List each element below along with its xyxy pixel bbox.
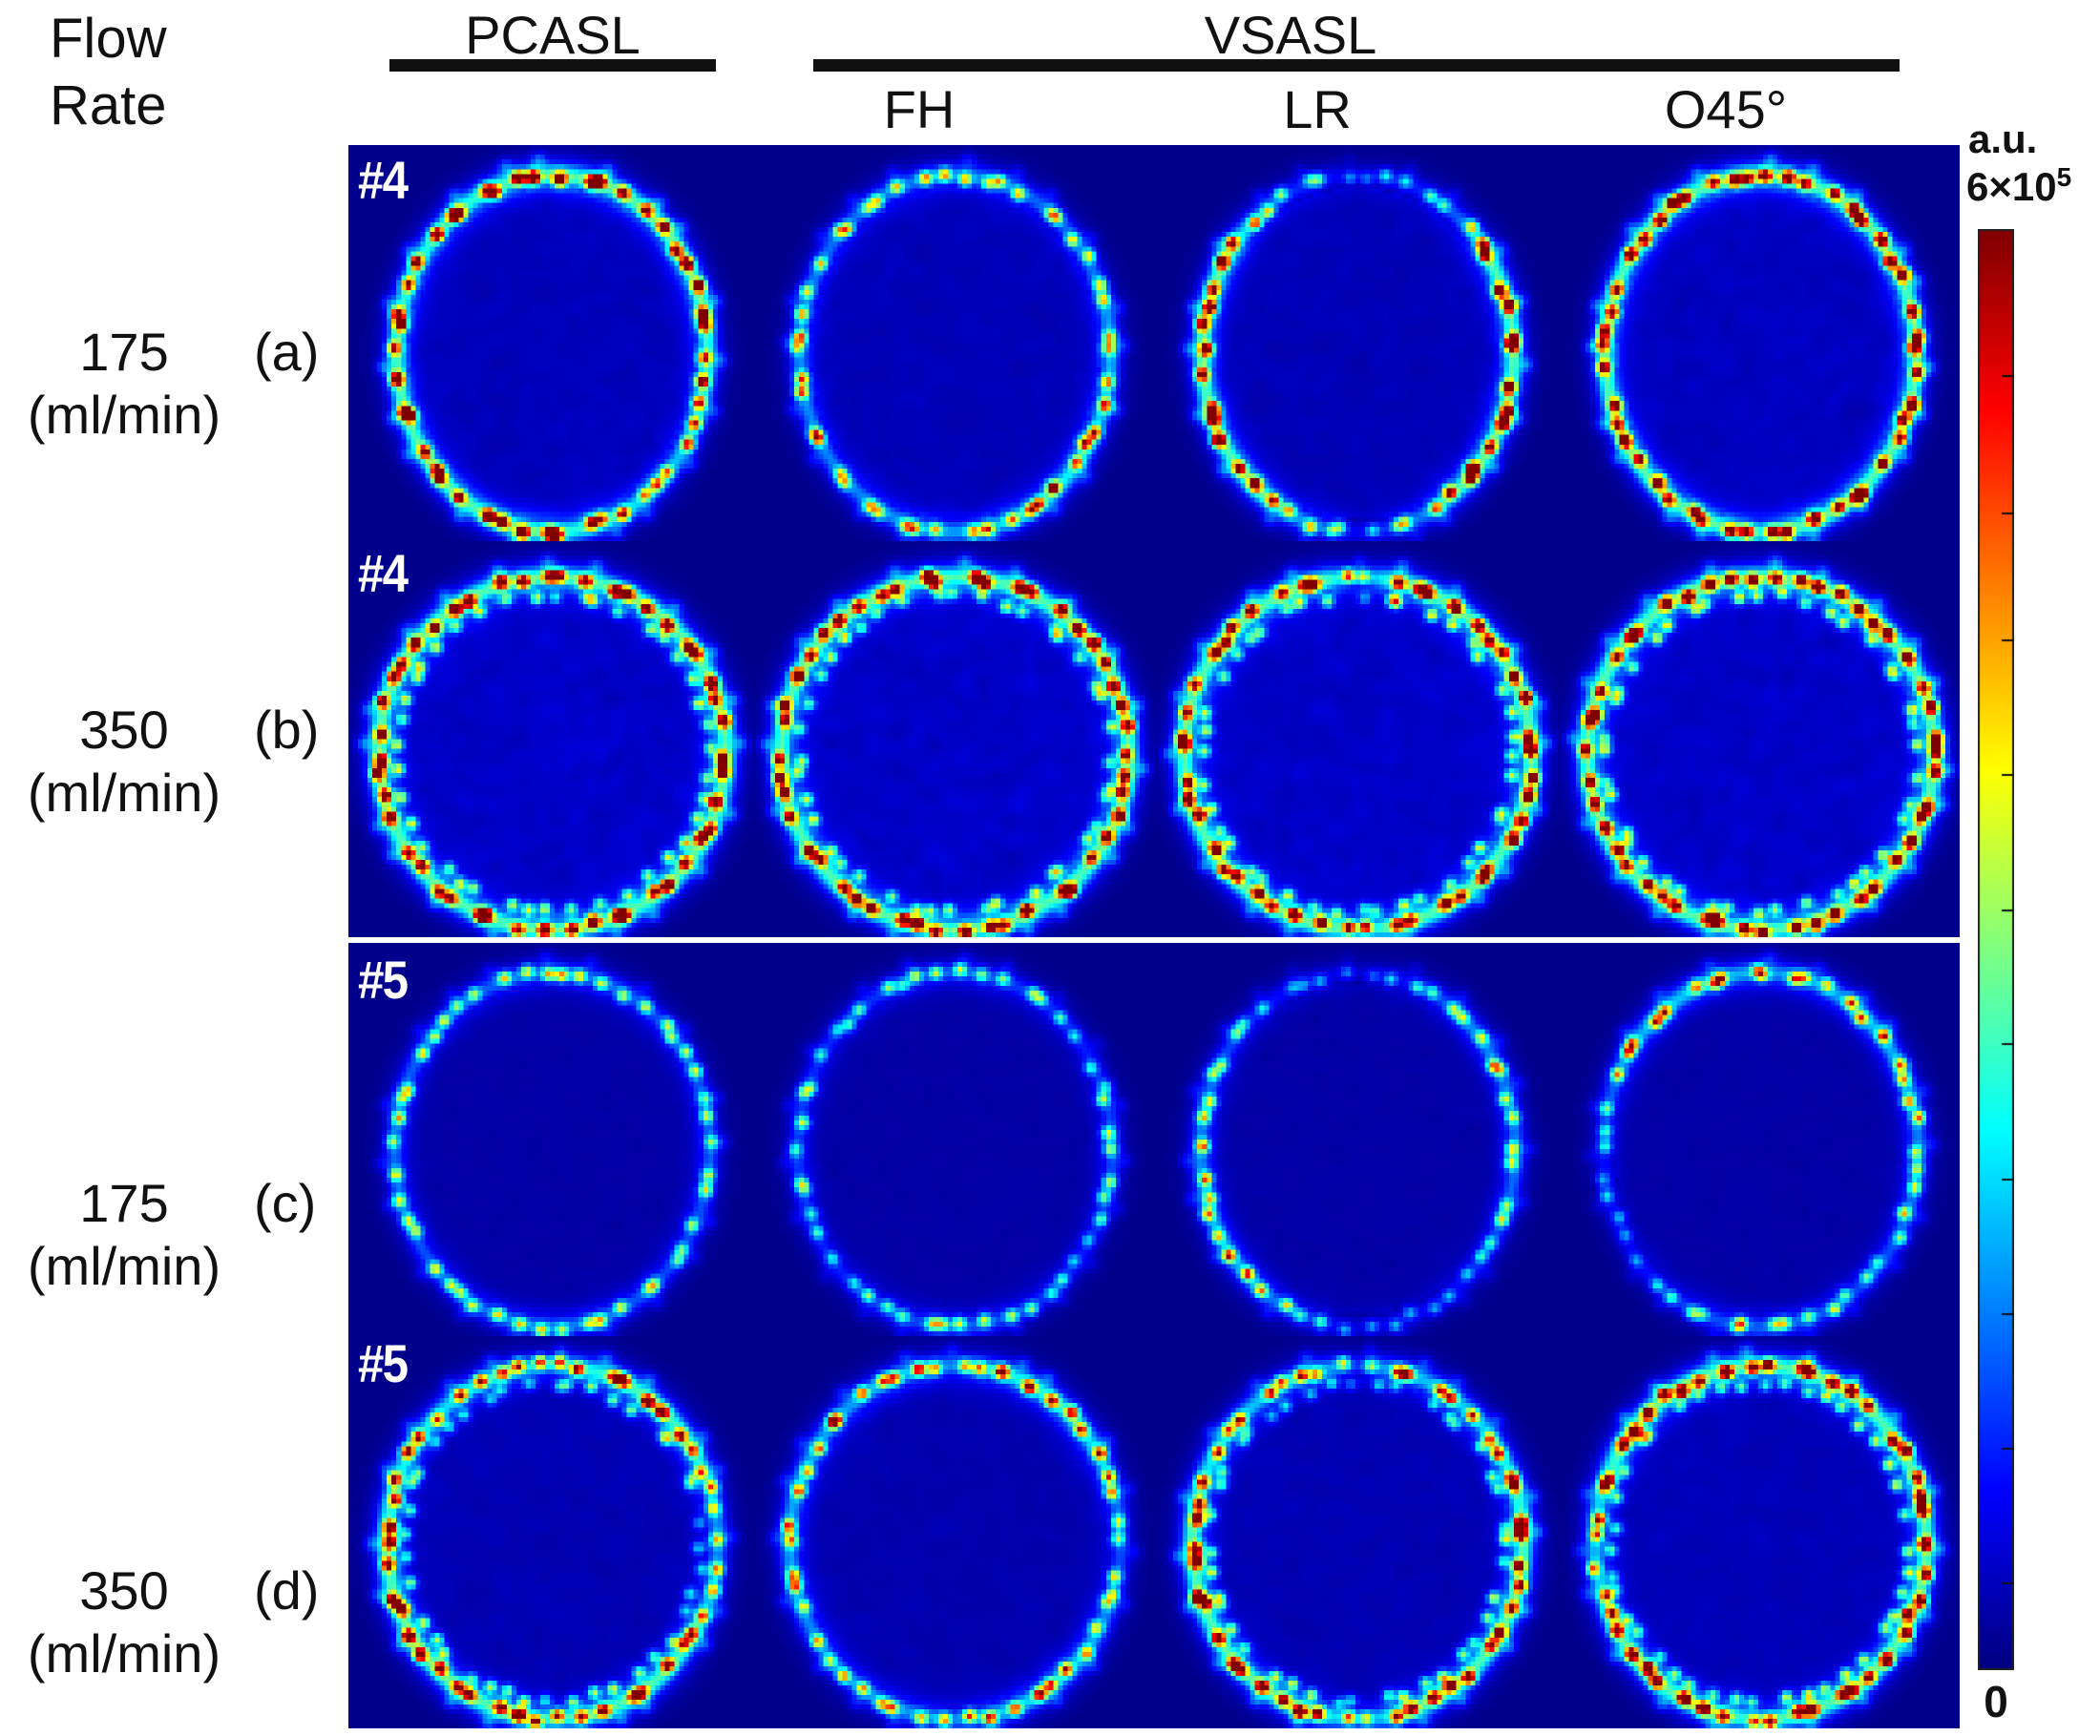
asl-image-panel-b-lr — [1154, 541, 1557, 937]
pcasl-underline — [389, 59, 716, 72]
column-header-pcasl: PCASL — [465, 5, 640, 65]
asl-image-panel-c-lr — [1154, 943, 1557, 1336]
panel-letter-a: (a) — [254, 322, 320, 382]
asl-image-panel-d-fh — [751, 1335, 1154, 1728]
phantom-id-row-c: #5 — [358, 950, 409, 1010]
row-b-flow: 350 — [79, 700, 169, 760]
asl-image-panel-d-o45 — [1557, 1335, 1960, 1728]
colorbar-max-label: 6×105 — [1966, 162, 2072, 209]
asl-image-panel-a-lr — [1154, 145, 1557, 541]
column-header-lr: LR — [1283, 79, 1352, 139]
image-block-phantom5 — [348, 943, 1960, 1728]
row-b-unit: (ml/min) — [27, 763, 221, 823]
asl-image-panel-d-lr — [1154, 1335, 1557, 1728]
row-d-flow: 350 — [79, 1560, 169, 1621]
row-c-flow: 175 — [79, 1173, 169, 1233]
image-block-phantom4 — [348, 145, 1960, 937]
row-a-flow: 175 — [79, 322, 169, 382]
row-c-unit: (ml/min) — [27, 1236, 221, 1296]
asl-image-panel-c-o45 — [1557, 943, 1960, 1336]
row-label-c: 175 (ml/min) — [10, 1172, 239, 1298]
phantom-id-row-d: #5 — [358, 1333, 409, 1393]
asl-image-panel-b-pcasl — [348, 541, 751, 937]
phantom-id-row-b: #4 — [358, 543, 409, 603]
asl-image-panel-a-fh — [751, 145, 1154, 541]
flow-rate-line2: Rate — [50, 74, 167, 136]
panel-letter-d: (d) — [254, 1560, 320, 1621]
flow-rate-header: Flow Rate — [50, 6, 260, 139]
panel-letter-c: (c) — [254, 1173, 317, 1233]
colorbar-gradient — [1978, 229, 2014, 1670]
asl-image-panel-c-pcasl — [348, 943, 751, 1336]
asl-image-panel-d-pcasl — [348, 1335, 751, 1728]
panel-letter-b: (b) — [254, 700, 320, 760]
asl-image-panel-a-pcasl — [348, 145, 751, 541]
row-label-b: 350 (ml/min) — [10, 699, 239, 825]
row-a-unit: (ml/min) — [27, 385, 221, 445]
row-label-a: 175 (ml/min) — [10, 321, 239, 447]
phantom-id-row-a: #4 — [358, 150, 409, 210]
column-header-vsasl: VSASL — [1204, 5, 1377, 65]
colorbar-units-label: a.u. — [1968, 116, 2038, 161]
row-label-d: 350 (ml/min) — [10, 1559, 239, 1685]
colorbar-min-label: 0 — [1984, 1677, 2008, 1726]
asl-image-panel-a-o45 — [1557, 145, 1960, 541]
asl-image-panel-b-fh — [751, 541, 1154, 937]
row-d-unit: (ml/min) — [27, 1623, 221, 1684]
asl-image-panel-c-fh — [751, 943, 1154, 1336]
flow-rate-line1: Flow — [50, 8, 167, 70]
vsasl-underline — [813, 59, 1900, 72]
column-header-fh: FH — [883, 79, 956, 139]
asl-image-panel-b-o45 — [1557, 541, 1960, 937]
column-header-o45: O45° — [1664, 79, 1788, 139]
